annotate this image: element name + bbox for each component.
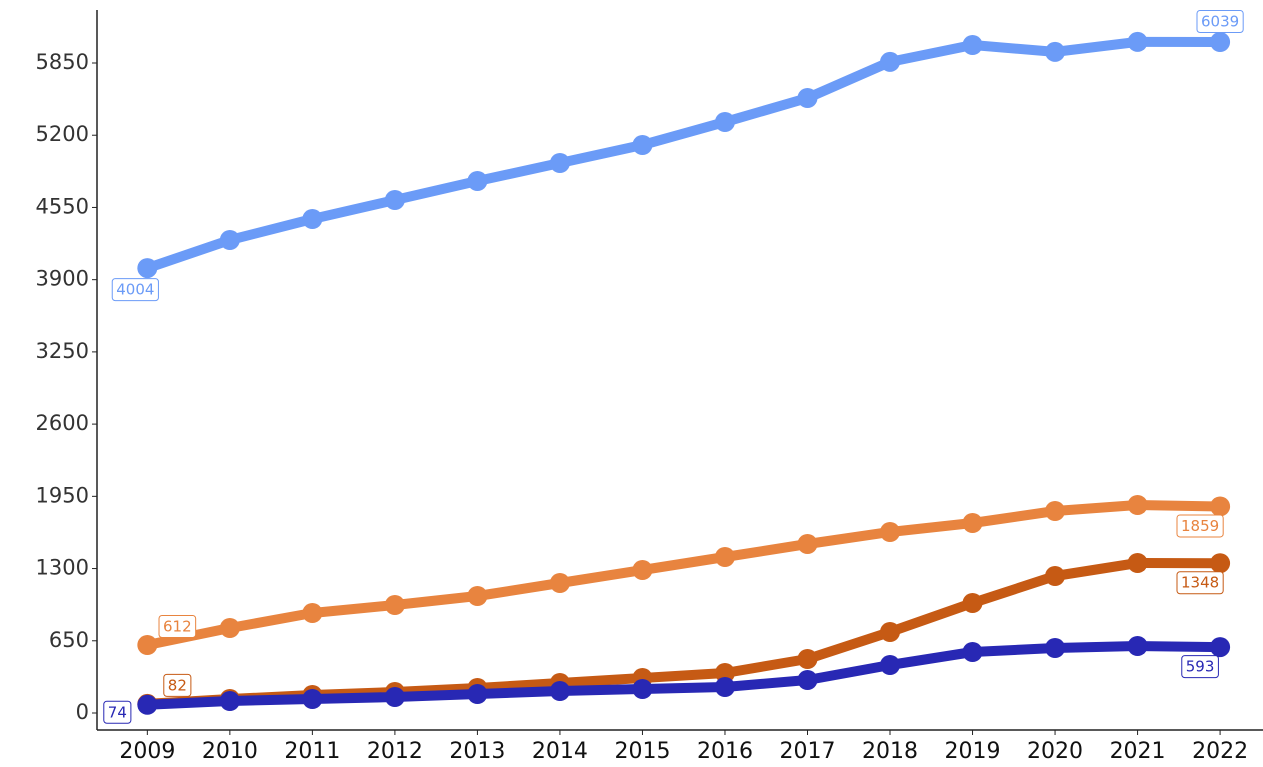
x-tick-label: 2012 (367, 739, 423, 764)
y-tick-label: 1950 (36, 483, 89, 507)
point (714, 677, 735, 697)
series-line (146, 500, 1221, 650)
x-tick-label: 2011 (284, 739, 340, 764)
point (549, 573, 570, 593)
data-label: 82 (168, 676, 187, 694)
point (632, 679, 653, 699)
point (467, 171, 488, 191)
point (880, 622, 901, 642)
point (467, 586, 488, 606)
data-label: 4004 (116, 281, 154, 299)
point (1127, 636, 1148, 656)
point (1210, 553, 1231, 574)
y-tick-label: 0 (76, 700, 89, 724)
x-tick-label: 2015 (614, 739, 670, 764)
y-tick-label: 1300 (36, 556, 89, 580)
x-tick-label: 2017 (779, 739, 835, 764)
point (880, 655, 901, 675)
data-label: 74 (108, 703, 127, 721)
y-tick-label: 3250 (36, 339, 89, 363)
x-tick-label: 2010 (202, 739, 258, 764)
point (219, 230, 240, 250)
point (137, 694, 158, 715)
point (467, 684, 488, 704)
data-label-box (111, 278, 159, 302)
point (137, 635, 158, 655)
point (549, 681, 570, 701)
point (962, 513, 983, 533)
data-label-box (163, 673, 192, 697)
point (797, 670, 818, 690)
y-tick-label: 5200 (36, 122, 89, 146)
point (1127, 553, 1148, 573)
data-label: 612 (163, 618, 192, 636)
point (962, 642, 983, 662)
data-label: 1859 (1181, 517, 1219, 535)
point (632, 560, 653, 580)
x-tick-label: 2022 (1192, 739, 1248, 764)
y-tick-label: 2600 (36, 411, 89, 435)
y-tick-label: 3900 (36, 267, 89, 291)
data-label: 1348 (1181, 574, 1219, 592)
point (962, 593, 983, 613)
point (1210, 496, 1231, 517)
data-label-box (1176, 514, 1224, 538)
point (137, 258, 158, 279)
point (384, 595, 405, 615)
point (302, 689, 323, 709)
point (797, 649, 818, 669)
x-tick-label: 2018 (862, 739, 918, 764)
data-label-box (103, 700, 132, 724)
point (714, 547, 735, 567)
y-tick-label: 5850 (36, 50, 89, 74)
point (1210, 32, 1231, 52)
point (1045, 41, 1066, 62)
x-tick-label: 2014 (532, 739, 588, 764)
point (384, 687, 405, 707)
y-tick-label: 650 (49, 628, 89, 652)
x-tick-label: 2021 (1110, 739, 1166, 764)
x-tick-label: 2016 (697, 739, 753, 764)
data-label-box (1176, 571, 1224, 595)
x-tick-label: 2009 (119, 739, 175, 764)
x-tick-label: 2013 (449, 739, 505, 764)
point (1045, 501, 1066, 521)
x-tick-label: 2019 (945, 739, 1001, 764)
point (219, 691, 240, 711)
data-label-box (1181, 655, 1219, 679)
point (549, 153, 570, 173)
point (797, 534, 818, 554)
point (1045, 566, 1066, 586)
point (632, 135, 653, 155)
data-label: 593 (1186, 658, 1215, 676)
point (1210, 637, 1231, 658)
point (219, 618, 240, 638)
data-label: 6039 (1201, 13, 1239, 31)
series-line (145, 36, 1221, 273)
data-label-box (158, 615, 197, 638)
series-line (147, 641, 1221, 710)
point (1045, 638, 1066, 658)
point (714, 112, 735, 132)
point (302, 209, 323, 229)
point (880, 51, 901, 72)
point (962, 35, 983, 55)
point (1127, 495, 1148, 515)
point (880, 522, 901, 542)
point (302, 603, 323, 623)
point (1127, 31, 1148, 52)
y-tick-label: 4550 (36, 194, 89, 218)
data-label-box (1196, 10, 1244, 33)
point (714, 663, 735, 683)
x-tick-label: 2020 (1027, 739, 1083, 764)
point (797, 88, 818, 108)
point (384, 190, 405, 210)
